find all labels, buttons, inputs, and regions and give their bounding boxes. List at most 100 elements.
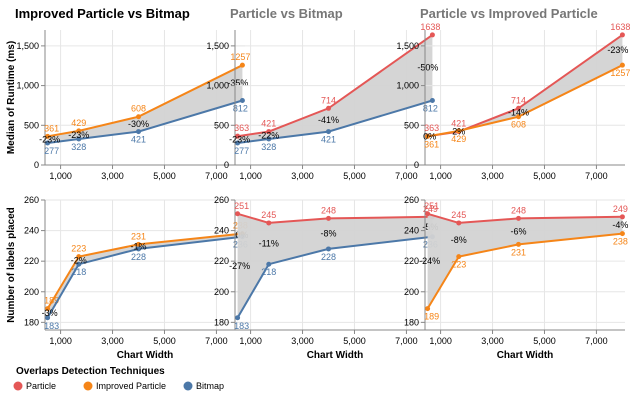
percent-gap-label: -41% — [318, 115, 339, 125]
y-tick-label: 500 — [404, 120, 419, 130]
data-point — [425, 211, 431, 217]
percent-gap-label: -2% — [71, 255, 87, 265]
data-point — [429, 32, 435, 38]
data-point — [266, 261, 272, 267]
data-point — [136, 241, 142, 247]
percent-gap-label: -23% — [39, 135, 60, 145]
chart-panel-2: 0 500 1,000 1,500 1,000 3,000 5,000 7,000 Partic… — [206, 6, 440, 181]
data-point — [45, 306, 51, 312]
data-point — [239, 98, 245, 104]
data-point — [425, 306, 431, 312]
legend-swatch — [13, 381, 23, 391]
data-point — [516, 241, 522, 247]
data-label: 421 — [451, 119, 466, 129]
data-point — [429, 98, 435, 104]
data-label: 183 — [234, 321, 249, 331]
y-tick-label: 0 — [34, 160, 39, 170]
data-label: 248 — [511, 205, 526, 215]
y-tick-label: 220 — [404, 256, 419, 266]
data-point — [76, 254, 82, 260]
data-point — [239, 62, 245, 68]
legend-item-label: Bitmap — [196, 381, 224, 391]
data-point — [235, 211, 241, 217]
legend: Overlaps Detection Techniques Particle Imp… — [13, 366, 224, 391]
data-label: 218 — [71, 267, 86, 277]
x-tick-label: 7,000 — [585, 171, 608, 181]
data-label: 245 — [451, 210, 466, 220]
x-axis-title: Chart Width — [117, 350, 174, 361]
data-point — [136, 246, 142, 252]
y-tick-label: 1,000 — [16, 81, 39, 91]
x-tick-label: 3,000 — [291, 171, 314, 181]
gap-area — [237, 34, 433, 143]
data-point — [136, 129, 142, 135]
y-tick-label: 1,500 — [206, 41, 229, 51]
series-line — [427, 212, 623, 224]
series-line — [47, 64, 243, 138]
data-label: 328 — [261, 142, 276, 152]
percent-gap-label: -3% — [42, 308, 58, 318]
data-label: 421 — [321, 135, 336, 145]
percent-gap-label: -4% — [612, 220, 628, 230]
x-tick-label: 5,000 — [153, 336, 176, 346]
percent-gap-label: 0% — [423, 131, 436, 141]
data-label: 421 — [131, 135, 146, 145]
series-line — [426, 232, 623, 310]
legend-item-label: Improved Particle — [96, 381, 166, 391]
data-point — [45, 315, 51, 321]
x-tick-label: 5,000 — [533, 171, 556, 181]
percent-gap-label: -6% — [510, 226, 526, 236]
series-line — [237, 212, 433, 224]
y-tick-label: 1,000 — [206, 81, 229, 91]
percent-gap-label: -23% — [68, 130, 89, 140]
data-label: 277 — [234, 146, 249, 156]
data-label: 1257 — [610, 68, 630, 78]
y-tick-label: 240 — [404, 226, 419, 236]
y-tick-label: 500 — [24, 120, 39, 130]
series-line — [237, 34, 433, 138]
percent-gap-label: -8% — [451, 235, 467, 245]
data-label: 714 — [321, 95, 336, 105]
legend-swatch — [183, 381, 193, 391]
y-tick-label: 200 — [214, 287, 229, 297]
data-point — [235, 315, 241, 321]
data-label: 1638 — [420, 22, 440, 32]
x-tick-label: 1,000 — [49, 336, 72, 346]
x-tick-label: 3,000 — [481, 336, 504, 346]
y-tick-label: 220 — [24, 256, 39, 266]
chart-panel-6: 180 200 220 240 260 1,000 3,000 5,000 7,000 Chart… — [404, 195, 628, 361]
x-tick-label: 1,000 — [239, 336, 262, 346]
data-label: 223 — [71, 244, 86, 254]
x-tick-label: 3,000 — [481, 171, 504, 181]
data-label: 328 — [71, 142, 86, 152]
percent-gap-label: -50% — [417, 63, 438, 73]
x-tick-label: 1,000 — [239, 171, 262, 181]
percent-gap-label: -8% — [320, 229, 336, 239]
data-point — [326, 246, 332, 252]
data-point — [235, 133, 241, 139]
data-point — [516, 105, 522, 111]
data-point — [266, 220, 272, 226]
data-label: 363 — [234, 123, 249, 133]
data-label: 249 — [423, 204, 438, 214]
x-tick-label: 5,000 — [343, 336, 366, 346]
percent-gap-label: -24% — [419, 256, 440, 266]
data-point — [516, 114, 522, 120]
data-label: 238 — [613, 237, 628, 247]
percent-gap-label: -11% — [259, 239, 279, 249]
data-point — [619, 231, 625, 237]
x-tick-label: 7,000 — [205, 336, 228, 346]
percent-gap-label: -22% — [258, 130, 279, 140]
x-tick-label: 7,000 — [585, 336, 608, 346]
data-label: 1257 — [230, 52, 250, 62]
legend-swatch — [83, 381, 93, 391]
data-label: 183 — [44, 321, 59, 331]
data-label: 361 — [424, 139, 439, 149]
data-label: 429 — [71, 118, 86, 128]
x-tick-label: 5,000 — [533, 336, 556, 346]
y-tick-label: 260 — [214, 195, 229, 205]
data-label: 249 — [613, 204, 628, 214]
y-tick-label: 1,500 — [16, 41, 39, 51]
data-label: 251 — [424, 201, 439, 211]
